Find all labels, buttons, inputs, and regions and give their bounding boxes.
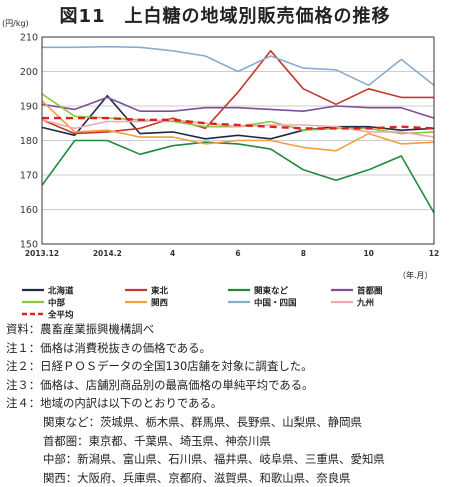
series-line-8 <box>42 116 435 130</box>
y-tick-label-170: 170 <box>20 171 38 182</box>
y-tick-label-180: 180 <box>20 136 38 147</box>
series-line-7 <box>41 119 435 138</box>
legend-label-5: 関西 <box>151 298 169 309</box>
series-line-1 <box>41 49 434 135</box>
chart-title: 図11 上白糖の地域別販売価格の推移 <box>59 6 391 27</box>
legend-label-3: 首都圏 <box>357 286 383 297</box>
legend-label-0: 北海道 <box>48 286 74 297</box>
x-tick-label-3: 6 <box>235 249 240 258</box>
y-tick-labels: 150 160 170 180 190 200 210 <box>20 33 38 251</box>
x-tick-label-4: 8 <box>301 249 306 258</box>
legend-label-8: 全平均 <box>47 310 74 321</box>
plot-frame <box>41 36 435 245</box>
note-2: 注２：日経ＰＯＳデータの全国130店舗を対象に調査した。 <box>6 359 313 374</box>
series-line-0 <box>41 94 435 140</box>
x-tick-label-0: 2013.12 <box>25 249 59 258</box>
x-axis-unit: （年.月） <box>398 271 433 280</box>
note-4: 注４：地域の内訳は以下のとおりである。 <box>6 396 223 411</box>
x-tick-label-2: 4 <box>170 249 175 258</box>
notes: 資料：農畜産業振興機構調べ 注１：価格は消費税抜きの価格である。 注２：日経ＰＯ… <box>6 320 446 487</box>
note-4-kanto: 関東など：茨城県、栃木県、群馬県、長野県、山梨県、静岡県 <box>43 414 362 429</box>
y-tick-label-190: 190 <box>20 102 38 113</box>
y-tick-label-210: 210 <box>20 33 38 44</box>
y-tick-label-150: 150 <box>20 240 38 251</box>
series-lines <box>41 45 435 214</box>
note-4-chubu: 中部：新潟県、富山県、石川県、福井県、岐阜県、三重県、愛知県 <box>43 452 385 467</box>
x-tick-labels: 2013.12 2014.2 4 6 8 10 12 <box>25 249 439 258</box>
series-line-6 <box>42 45 435 87</box>
note-3: 注３：価格は、店舗別商品別の最高価格の単純平均である。 <box>6 377 314 392</box>
y-tick-label-160: 160 <box>20 205 38 216</box>
x-tick-label-1: 2014.2 <box>93 249 122 258</box>
legend-label-1: 東北 <box>151 286 169 297</box>
note-1: 注１：価格は消費税抜きの価格である。 <box>6 340 211 355</box>
x-tick-label-6: 12 <box>429 249 439 258</box>
legend-label-6: 中国・四国 <box>254 298 297 309</box>
legend-label-2: 関東など <box>254 286 289 297</box>
series-line-2 <box>41 139 435 214</box>
legend-label-4: 中部 <box>48 298 66 309</box>
note-4-shutoken: 首都圏：東京都、千葉県、埼玉県、神奈川県 <box>43 433 271 448</box>
y-axis-unit: (円/kg) <box>2 19 29 28</box>
series-line-3 <box>41 96 435 119</box>
note-source: 資料：農畜産業振興機構調べ <box>6 322 155 336</box>
line-chart: 150 160 170 180 190 200 210 2013.12 2014.2 4 6 8 10… <box>20 33 439 321</box>
note-4-kansai: 関西：大阪府、兵庫県、京都府、滋賀県、和歌山県、奈良県 <box>43 470 351 485</box>
series-line-5 <box>41 100 435 152</box>
legend-label-7: 九州 <box>356 298 374 309</box>
x-tick-label-5: 10 <box>363 249 373 258</box>
y-tick-label-200: 200 <box>20 67 38 78</box>
